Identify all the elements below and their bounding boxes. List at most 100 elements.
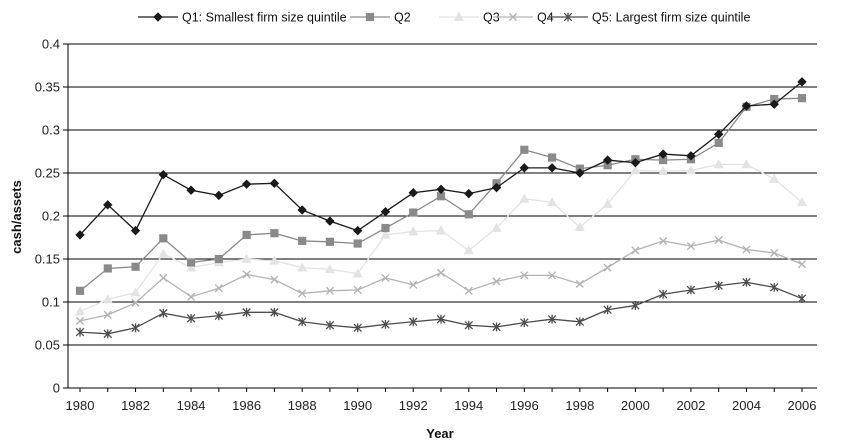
data-point <box>714 235 723 245</box>
data-point <box>659 236 668 246</box>
data-point <box>352 225 363 236</box>
series-q4 <box>75 235 807 326</box>
data-point <box>463 245 474 255</box>
data-point <box>380 229 391 239</box>
y-tick-label: 0.15 <box>35 252 60 267</box>
data-point <box>270 275 279 284</box>
data-point <box>464 188 474 199</box>
data-point <box>130 287 141 297</box>
data-point <box>103 329 113 339</box>
x-axis-title: Year <box>426 426 453 441</box>
data-point <box>491 222 502 232</box>
y-tick-label: 0.2 <box>42 209 60 224</box>
data-point <box>352 268 363 278</box>
data-point <box>408 188 418 198</box>
data-point <box>464 320 474 330</box>
x-tick-label: 1988 <box>288 398 317 413</box>
data-point <box>380 206 391 217</box>
series-q3 <box>74 159 808 316</box>
data-point <box>214 284 223 293</box>
data-point <box>186 185 196 195</box>
data-point <box>519 193 530 203</box>
data-point <box>75 230 85 240</box>
legend-marker <box>153 12 163 22</box>
series-q1 <box>75 77 807 240</box>
data-point <box>325 237 335 246</box>
data-point <box>75 327 85 337</box>
data-point <box>686 285 696 295</box>
data-point <box>770 248 779 258</box>
data-point <box>631 301 640 310</box>
data-point <box>797 94 807 103</box>
data-point <box>102 294 113 304</box>
data-point <box>353 239 362 248</box>
y-tick-label: 0 <box>53 381 60 396</box>
x-tick-label: 2006 <box>788 398 817 413</box>
data-point <box>796 197 808 207</box>
data-point <box>547 197 558 207</box>
data-point <box>714 138 723 148</box>
x-tick-label: 2002 <box>676 398 705 413</box>
data-point <box>270 307 279 317</box>
legend: Q1: Smallest firm size quintile Q2 Q3 Q4 Q5:… <box>138 11 750 25</box>
x-tick-label: 1980 <box>66 398 95 413</box>
data-point <box>630 157 641 168</box>
x-tick-label: 2004 <box>732 398 761 413</box>
data-point <box>409 280 418 289</box>
x-tick-label: 2000 <box>621 398 650 413</box>
data-point <box>381 223 390 233</box>
data-point <box>685 165 696 175</box>
data-point <box>381 319 390 329</box>
x-tick-label: 1994 <box>454 398 483 413</box>
y-tick-label: 0.25 <box>35 166 60 181</box>
legend-label: Q5: Largest firm size quintile <box>592 11 750 25</box>
data-point <box>159 234 168 243</box>
data-point <box>742 277 751 287</box>
data-point <box>686 242 696 251</box>
x-tick-label: 1990 <box>343 398 372 413</box>
data-point <box>575 279 584 289</box>
legend-marker <box>365 12 375 22</box>
data-point <box>492 322 501 332</box>
data-point <box>714 281 723 291</box>
data-point <box>435 225 447 235</box>
data-point <box>159 273 168 283</box>
data-point <box>742 245 751 254</box>
data-point <box>75 286 85 295</box>
data-point <box>75 316 85 326</box>
legend-label: Q1: Smallest firm size quintile <box>182 11 347 25</box>
data-point <box>436 184 446 195</box>
data-point <box>631 246 640 255</box>
data-point <box>186 262 197 272</box>
data-point <box>520 271 529 280</box>
data-point <box>297 317 307 327</box>
y-tick-label: 0.05 <box>35 338 60 353</box>
series-line <box>79 281 803 335</box>
y-tick-label: 0.4 <box>42 37 60 52</box>
data-point <box>602 198 613 208</box>
data-point <box>131 323 140 333</box>
legend-label: Q3 <box>483 11 500 25</box>
data-point <box>575 168 585 178</box>
x-tick-label: 1998 <box>565 398 594 413</box>
data-point <box>186 258 196 267</box>
data-point <box>74 306 86 316</box>
legend-item-q2: Q2 <box>350 11 411 25</box>
data-point <box>269 255 280 265</box>
x-tick-label: 1996 <box>510 398 539 413</box>
data-point <box>325 216 335 226</box>
x-tick-label: 1992 <box>399 398 428 413</box>
data-point <box>103 310 112 319</box>
data-point <box>520 318 529 328</box>
data-point <box>436 314 446 324</box>
data-point <box>491 182 502 193</box>
y-axis-title: cash/assets <box>9 180 24 254</box>
data-point <box>797 77 807 87</box>
data-point <box>103 264 112 273</box>
data-point <box>381 273 390 283</box>
data-point <box>713 159 724 169</box>
data-point <box>131 262 140 271</box>
data-point <box>547 271 557 280</box>
data-point <box>741 101 752 111</box>
data-point <box>658 149 668 159</box>
